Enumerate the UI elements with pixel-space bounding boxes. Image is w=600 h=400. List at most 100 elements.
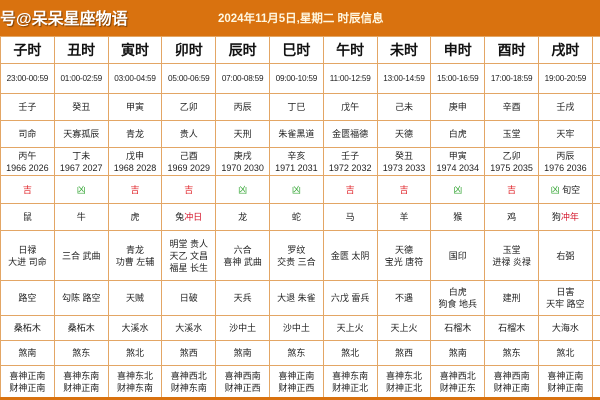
column-header-cell: 子时: [0, 36, 55, 64]
nayin-cell: 大溪水: [107, 315, 163, 341]
inauspicious-stars-cell: 六戊 雷兵: [322, 280, 378, 316]
deity-directions-cell: 喜神东南 财神正南: [53, 365, 109, 398]
column-header-cell: 酉时: [484, 36, 539, 64]
deity-directions-cell: 喜神西南 财神正西: [215, 365, 270, 398]
sha-direction-row: 煞南 煞东 煞北 煞西 煞南 煞东 煞北 煞西 煞南 煞东 煞北: [0, 340, 600, 366]
sha-direction-cell: 煞南: [215, 340, 270, 366]
animal-name: 蛇: [291, 212, 301, 222]
sha-direction-cell: 煞南: [0, 340, 55, 366]
cut-off-cell: [591, 36, 600, 64]
clash-label: 冲年: [560, 212, 579, 222]
deity-cell: 司命: [0, 120, 55, 148]
column-header-cell: 申时: [430, 36, 486, 64]
fortune-mark: 吉: [345, 184, 355, 195]
deity-directions-cell: 喜神正南 财神正南: [0, 365, 55, 398]
zodiac-animal-cell: 羊: [376, 203, 432, 231]
animal-name: 猴: [453, 212, 463, 222]
sha-direction-cell: 煞西: [161, 340, 217, 366]
inauspicious-stars-cell: 天兵: [215, 280, 270, 316]
fortune-cell: 吉: [107, 175, 163, 204]
ganzhi-row: 壬子 癸丑 甲寅 乙卯 丙辰 丁巳 戊午 己未 庚申 辛酉 壬戌: [0, 93, 600, 121]
clash-year-cell: 丁未 1967 2027: [53, 147, 109, 176]
clash-label: 冲日: [184, 212, 203, 222]
header-banner: 号@呆呆星座物语 2024年11月5日,星期二 时辰信息: [0, 0, 600, 36]
deity-directions-cell: 喜神正南 财神正西: [268, 365, 324, 398]
column-header-cell: 戌时: [537, 36, 593, 64]
sha-direction-cell: 煞东: [484, 340, 539, 366]
clash-year-cell: 壬子 1972 2032: [322, 147, 378, 176]
fortune-cell: 凶: [268, 175, 324, 204]
column-header-cell: 午时: [322, 36, 378, 64]
nayin-cell: 桑柘木: [0, 315, 55, 341]
nayin-cell: 天上火: [322, 315, 378, 341]
fortune-mark: 凶: [550, 184, 560, 195]
animal-name: 马: [345, 212, 355, 222]
deity-cell: 玉堂: [484, 120, 539, 148]
fortune-cell: 凶: [430, 175, 486, 204]
cut-off-cell: [591, 340, 600, 366]
auspicious-stars-cell: 玉堂 进禄 炎禄: [484, 230, 539, 281]
clash-year-cell: 戊申 1968 2028: [107, 147, 163, 176]
time-range-cell: 03:00-04:59: [107, 63, 163, 94]
ganzhi-cell: 壬戌: [537, 93, 593, 121]
time-range-cell: 05:00-06:59: [161, 63, 217, 94]
ganzhi-cell: 癸丑: [53, 93, 109, 121]
auspicious-stars-row: 日禄 大进 司命 三合 武曲 青龙 功曹 左辅 明堂 贵人 天乙 文昌 福星 长生 六合…: [0, 230, 600, 281]
auspicious-stars-cell: 国印: [430, 230, 486, 281]
auspicious-stars-cell: 罗纹 交贵 三合: [268, 230, 324, 281]
column-header-cell: 巳时: [268, 36, 324, 64]
zodiac-animal-row: 鼠 牛 虎 兔冲日 龙 蛇 马 羊 猴 鸡 狗冲年: [0, 203, 600, 231]
deity-directions-cell: 喜神东北 财神东南: [107, 365, 163, 398]
ganzhi-cell: 丙辰: [215, 93, 270, 121]
deity-directions-cell: 喜神东北 财神正北: [376, 365, 432, 398]
fortune-mark: 凶: [238, 184, 248, 195]
nayin-row: 桑柘木 桑柘木 大溪水 大溪水 沙中土 沙中土 天上火 天上火 石榴木 石榴木 大海水: [0, 315, 600, 341]
column-header-row: 子时 丑时 寅时 卯时 辰时 巳时 午时 未时 申时 酉时 戌时: [0, 36, 600, 64]
zodiac-animal-cell: 鼠: [0, 203, 55, 231]
deity-row: 司命 天寡孤辰 青龙 贵人 天刑 朱雀黑道 金匮福德 天德 白虎 玉堂 天牢: [0, 120, 600, 148]
sha-direction-cell: 煞东: [53, 340, 109, 366]
animal-name: 龙: [238, 212, 248, 222]
inauspicious-stars-cell: 建刑: [484, 280, 539, 316]
cut-off-cell: [591, 230, 600, 281]
nayin-cell: 天上火: [376, 315, 432, 341]
deity-directions-cell: 喜神正南 财神正南: [537, 365, 593, 398]
cut-off-cell: [591, 120, 600, 148]
fortune-mark: 吉: [399, 184, 409, 195]
inauspicious-stars-cell: 天贼: [107, 280, 163, 316]
nayin-cell: 桑柘木: [53, 315, 109, 341]
time-range-cell: 15:00-16:59: [430, 63, 486, 94]
fortune-cell: 吉: [161, 175, 217, 204]
clash-year-cell: 乙卯 1975 2035: [484, 147, 539, 176]
sha-direction-cell: 煞北: [537, 340, 593, 366]
time-range-cell: 23:00-00:59: [0, 63, 55, 94]
shichen-table: 子时 丑时 寅时 卯时 辰时 巳时 午时 未时 申时 酉时 戌时 23:00-00:59 01:00-0…: [0, 36, 600, 398]
deity-cell: 天刑: [215, 120, 270, 148]
cut-off-cell: [591, 280, 600, 316]
bottom-border: [0, 397, 600, 400]
ganzhi-cell: 辛酉: [484, 93, 539, 121]
time-range-cell: 17:00-18:59: [484, 63, 539, 94]
ganzhi-cell: 戊午: [322, 93, 378, 121]
cut-off-cell: [591, 203, 600, 231]
time-range-row: 23:00-00:59 01:00-02:59 03:00-04:59 05:00-0…: [0, 63, 600, 94]
deity-directions-row: 喜神正南 财神正南 喜神东南 财神正南 喜神东北 财神东南 喜神西北 财神东南 喜神西南…: [0, 365, 600, 398]
fortune-cell: 凶: [53, 175, 109, 204]
time-range-cell: 07:00-08:59: [215, 63, 270, 94]
ganzhi-cell: 丁巳: [268, 93, 324, 121]
sha-direction-cell: 煞东: [268, 340, 324, 366]
time-range-cell: 13:00-14:59: [376, 63, 432, 94]
ganzhi-cell: 庚申: [430, 93, 486, 121]
animal-name: 狗: [551, 212, 561, 222]
zodiac-animal-cell: 虎: [107, 203, 163, 231]
nayin-cell: 大海水: [537, 315, 593, 341]
animal-name: 鸡: [507, 212, 517, 222]
column-header-cell: 辰时: [215, 36, 270, 64]
sha-direction-cell: 煞南: [430, 340, 486, 366]
fortune-row: 吉 凶 吉 吉 凶 凶 吉 吉 凶 吉 凶 旬空: [0, 175, 600, 204]
deity-directions-cell: 喜神西北 财神正东: [430, 365, 486, 398]
fortune-cell: 吉: [484, 175, 539, 204]
inauspicious-stars-cell: 大退 朱雀: [268, 280, 324, 316]
brand-watermark: 号@呆呆星座物语: [0, 11, 128, 28]
animal-name: 鼠: [22, 212, 32, 222]
